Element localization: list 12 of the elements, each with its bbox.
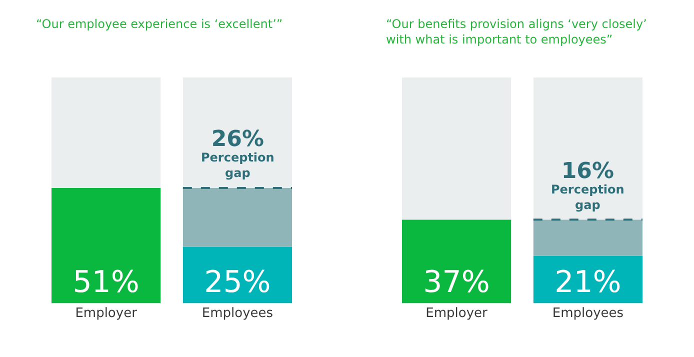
x-tick-label: Employees [552, 306, 624, 322]
data-label: 51% [72, 265, 140, 300]
data-label: 25% [204, 265, 271, 300]
chart-title: “Our benefits provision aligns ‘very closely’ with what is important to employees” [386, 17, 647, 47]
annotation: 26% Perception gap [201, 127, 274, 180]
annotation: 16% Perception gap [551, 159, 624, 212]
x-tick-label: Employer [75, 306, 138, 322]
data-label: 21% [554, 265, 622, 300]
x-tick-label: Employer [426, 306, 488, 322]
x-tick-label: Employees [202, 306, 274, 322]
chart-title: “Our employee experience is ‘excellent’” [36, 17, 283, 31]
data-label: 37% [423, 265, 490, 300]
